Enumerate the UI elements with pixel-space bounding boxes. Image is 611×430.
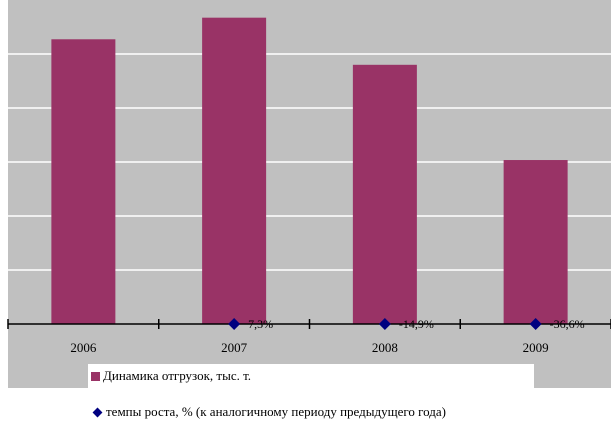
growth-point: [378, 318, 391, 330]
legend-diamond-swatch: [92, 407, 103, 417]
bar: [202, 17, 267, 324]
growth-data-label: -14,9%: [399, 317, 434, 331]
growth-data-label: 7,3%: [248, 317, 273, 331]
bar: [51, 39, 116, 324]
bar: [352, 64, 417, 325]
growth-point: [228, 318, 241, 330]
x-tick-label: 2008: [372, 340, 398, 355]
growth-data-label: -36,6%: [550, 317, 585, 331]
bar: [503, 160, 568, 324]
growth-point: [529, 318, 542, 330]
legend-label-growth: темпы роста, % (к аналогичному периоду п…: [106, 404, 446, 419]
legend-item-growth: темпы роста, % (к аналогичному периоду п…: [88, 400, 568, 424]
x-tick-label: 2006: [70, 340, 97, 355]
legend-bar-swatch: [91, 371, 100, 381]
x-tick-label: 2007: [221, 340, 248, 355]
x-tick-label: 2009: [523, 340, 549, 355]
legend-item-shipments: Динамика отгрузок, тыс. т.: [88, 364, 534, 388]
legend-label-shipments: Динамика отгрузок, тыс. т.: [103, 368, 252, 383]
